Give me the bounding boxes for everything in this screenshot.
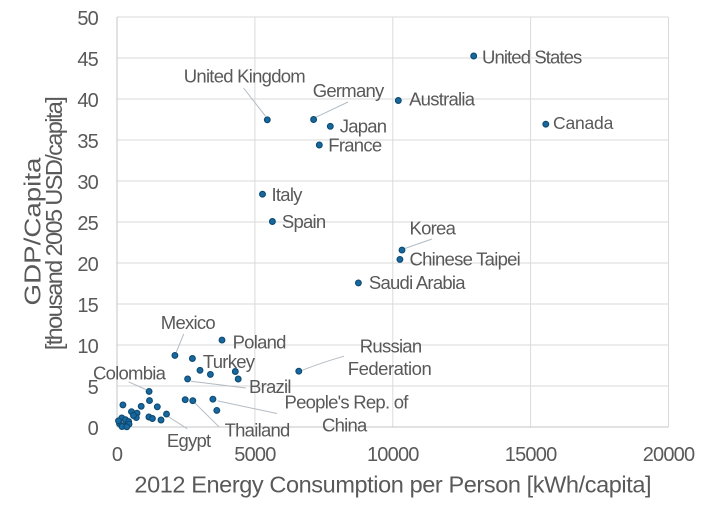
svg-text:Russian: Russian — [360, 336, 422, 357]
svg-text:Australia: Australia — [409, 89, 476, 110]
svg-text:20: 20 — [77, 254, 98, 276]
svg-text:United States: United States — [482, 47, 582, 68]
svg-text:15: 15 — [77, 295, 98, 317]
svg-text:Spain: Spain — [282, 211, 326, 232]
svg-text:Italy: Italy — [272, 184, 304, 205]
svg-text:30: 30 — [77, 172, 98, 194]
svg-text:People's Rep. of: People's Rep. of — [285, 391, 410, 412]
svg-text:Federation: Federation — [348, 358, 432, 379]
svg-text:GDP/Capita: GDP/Capita — [20, 157, 46, 306]
svg-text:Brazil: Brazil — [249, 376, 291, 397]
svg-text:10: 10 — [77, 336, 98, 358]
svg-text:Thailand: Thailand — [225, 420, 290, 441]
svg-text:Saudi Arabia: Saudi Arabia — [369, 272, 466, 293]
svg-text:United Kingdom: United Kingdom — [184, 65, 305, 86]
svg-text:Chinese Taipei: Chinese Taipei — [410, 248, 521, 269]
svg-text:2012 Energy Consumption per Pe: 2012 Energy Consumption per Person [kWh/… — [134, 472, 651, 498]
svg-text:20000: 20000 — [643, 444, 695, 466]
svg-text:Colombia: Colombia — [93, 362, 167, 383]
svg-text:45: 45 — [77, 49, 98, 71]
svg-text:35: 35 — [77, 131, 98, 153]
svg-text:40: 40 — [77, 90, 98, 112]
svg-text:Mexico: Mexico — [161, 312, 216, 333]
svg-text:5000: 5000 — [234, 444, 276, 466]
svg-text:China: China — [322, 414, 368, 435]
svg-text:0: 0 — [88, 418, 99, 440]
svg-text:France: France — [328, 135, 382, 156]
svg-text:5: 5 — [88, 377, 99, 399]
svg-text:25: 25 — [77, 213, 98, 235]
svg-text:0: 0 — [112, 444, 123, 466]
svg-text:Japan: Japan — [340, 115, 387, 136]
svg-text:Germany: Germany — [313, 80, 385, 101]
svg-text:Canada: Canada — [553, 113, 614, 133]
svg-text:[thousand 2005 USD/capita]: [thousand 2005 USD/capita] — [41, 98, 67, 350]
svg-text:50: 50 — [77, 8, 98, 30]
svg-text:10000: 10000 — [367, 444, 419, 466]
svg-text:Korea: Korea — [410, 217, 457, 238]
svg-text:15000: 15000 — [505, 444, 557, 466]
svg-text:Turkey: Turkey — [203, 351, 256, 372]
svg-text:Egypt: Egypt — [167, 430, 211, 451]
svg-text:Poland: Poland — [233, 332, 287, 353]
